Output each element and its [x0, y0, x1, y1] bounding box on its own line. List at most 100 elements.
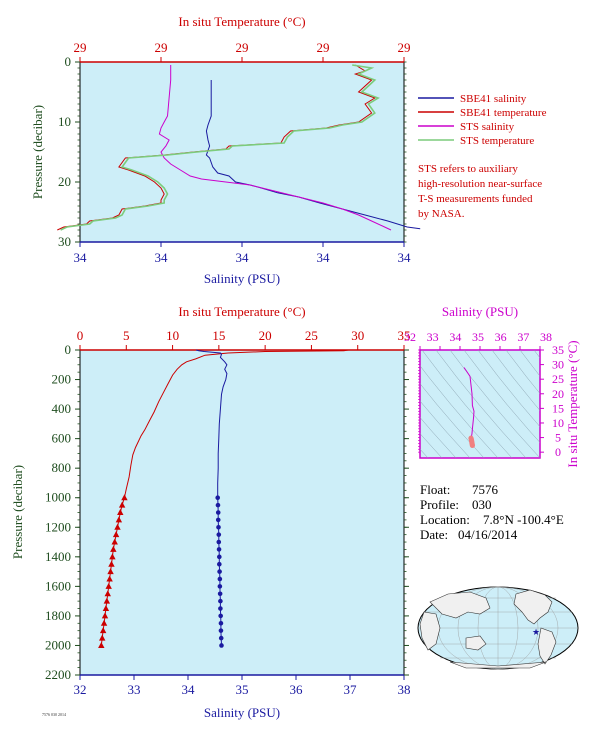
- legend-entry: STS salinity: [460, 121, 515, 133]
- ts-density-contour: [519, 350, 540, 377]
- main-sal-marker: [215, 502, 221, 508]
- main-temp-marker: [117, 509, 124, 515]
- ts-density-contour: [477, 350, 540, 428]
- ts-sal-tick-label: 37: [517, 330, 529, 344]
- top-chart-temp-axis-label: In situ Temperature (°C): [178, 14, 305, 29]
- main-temp-marker: [103, 597, 111, 604]
- float-label: Float:: [420, 482, 450, 497]
- ts-sal-tick-label: 33: [427, 330, 439, 344]
- main-y-tick-label: 2000: [45, 637, 71, 652]
- main-temp-marker: [99, 634, 106, 641]
- top-y-tick-label: 30: [58, 234, 71, 249]
- main-sal-marker: [218, 635, 224, 641]
- note-line-3: T-S measurements funded: [418, 193, 533, 205]
- main-sal-marker: [215, 495, 220, 501]
- footer-stamp: 7576 030 2014: [42, 712, 66, 717]
- top-y-tick-label: 10: [58, 114, 71, 129]
- ts-profile-line: [463, 367, 475, 437]
- main-y-tick-label: 400: [52, 401, 72, 416]
- top-plot-area: [79, 61, 405, 243]
- main-temp-marker: [111, 538, 118, 545]
- legend-entry: STS temperature: [460, 135, 534, 147]
- main-sal-tick-label: 38: [398, 682, 411, 697]
- profile-label: Profile:: [420, 497, 459, 512]
- main-sal-tick-label: 37: [344, 682, 358, 697]
- main-sal-marker: [217, 569, 222, 574]
- main-sal-marker: [215, 517, 221, 523]
- world-map: ★: [417, 586, 579, 670]
- main-y-tick-label: 1400: [45, 549, 71, 564]
- main-temp-marker: [109, 553, 116, 560]
- top-sal-tick-label: 34: [155, 250, 169, 265]
- main-chart-sal-axis-label: Salinity (PSU): [204, 705, 280, 720]
- ts-density-contour: [420, 400, 471, 458]
- main-sal-marker: [218, 620, 224, 626]
- main-sal-marker: [218, 613, 223, 619]
- ts-temp-tick-label: 10: [552, 416, 564, 430]
- legend: SBE41 salinity SBE41 temperature STS salin…: [418, 93, 547, 147]
- top-temp-tick-label: 29: [74, 40, 87, 55]
- main-temp-tick-label: 35: [398, 328, 411, 343]
- main-temp-tick-label: 20: [259, 328, 272, 343]
- ts-density-contour: [420, 433, 443, 458]
- main-chart-temp-axis-label: In situ Temperature (°C): [178, 304, 305, 319]
- main-series-salinity-line: [195, 349, 228, 498]
- main-temp-tick-label: 15: [212, 328, 225, 343]
- main-temp-marker: [107, 568, 114, 575]
- ts-density-contour: [463, 350, 540, 444]
- main-sal-marker: [217, 591, 223, 597]
- main-temp-marker: [115, 516, 123, 523]
- float-info: Float: 7576 Profile: 030 Location: 7.8°N…: [420, 482, 564, 542]
- main-temp-marker: [100, 619, 108, 626]
- profile-value: 030: [472, 497, 492, 512]
- main-y-tick-label: 2200: [45, 667, 71, 682]
- main-sal-tick-label: 33: [128, 682, 141, 697]
- sts-note: STS refers to auxiliary high-resolution …: [418, 163, 542, 220]
- main-y-tick-label: 1000: [45, 490, 71, 505]
- main-temp-marker: [99, 627, 107, 634]
- ts-temp-tick-label: 25: [552, 372, 564, 386]
- main-temp-marker: [106, 575, 113, 582]
- map-land-asia: [429, 591, 491, 619]
- map-land-europe-africa: [419, 611, 441, 651]
- main-temp-marker: [102, 605, 110, 612]
- top-y-tick-label: 20: [58, 174, 71, 189]
- main-chart: 0 5 10 15 20 25 30 35 32 33 34 35 36 37 38 0 200 400 600 80…: [10, 304, 411, 720]
- ts-sal-tick-label: 35: [472, 330, 484, 344]
- main-sal-tick-label: 35: [236, 682, 249, 697]
- ts-temp-tick-label: 0: [555, 445, 561, 459]
- main-sal-marker: [218, 628, 224, 633]
- ts-sal-tick-label: 36: [495, 330, 507, 344]
- note-line-1: STS refers to auxiliary: [418, 163, 518, 175]
- top-temp-tick-label: 29: [317, 40, 330, 55]
- top-y-tick-label: 0: [65, 54, 72, 69]
- main-sal-marker: [219, 643, 224, 648]
- top-series-sts-salinity: [158, 65, 392, 231]
- main-temp-marker: [101, 612, 109, 619]
- main-temp-marker: [114, 523, 121, 530]
- main-sal-tick-label: 34: [182, 682, 196, 697]
- ts-temp-tick-label: 20: [552, 387, 564, 401]
- ts-density-contour: [435, 350, 527, 458]
- main-sal-marker: [215, 510, 221, 515]
- top-ticks-group: 29 29 29 29 29 34 34 34 34 34 0 10 20 30: [58, 40, 411, 265]
- map-land-antarctica: [449, 661, 547, 669]
- float-location-star-icon: ★: [532, 627, 540, 637]
- legend-entry: SBE41 temperature: [460, 107, 547, 119]
- main-sal-tick-label: 36: [290, 682, 304, 697]
- main-sal-marker: [216, 532, 222, 537]
- main-y-tick-label: 0: [65, 342, 72, 357]
- main-temp-tick-label: 5: [123, 328, 130, 343]
- main-temp-tick-label: 30: [351, 328, 364, 343]
- top-sal-tick-label: 34: [74, 250, 88, 265]
- map-land-south-america: [537, 627, 557, 665]
- top-chart: 29 29 29 29 29 34 34 34 34 34 0 10 20 30 In situ Temp…: [30, 14, 421, 286]
- float-value: 7576: [472, 482, 499, 497]
- top-series-group: [57, 64, 421, 231]
- main-y-tick-label: 1600: [45, 578, 71, 593]
- date-label: Date:: [420, 527, 448, 542]
- top-chart-sal-axis-label: Salinity (PSU): [204, 271, 280, 286]
- main-sal-marker: [218, 598, 223, 604]
